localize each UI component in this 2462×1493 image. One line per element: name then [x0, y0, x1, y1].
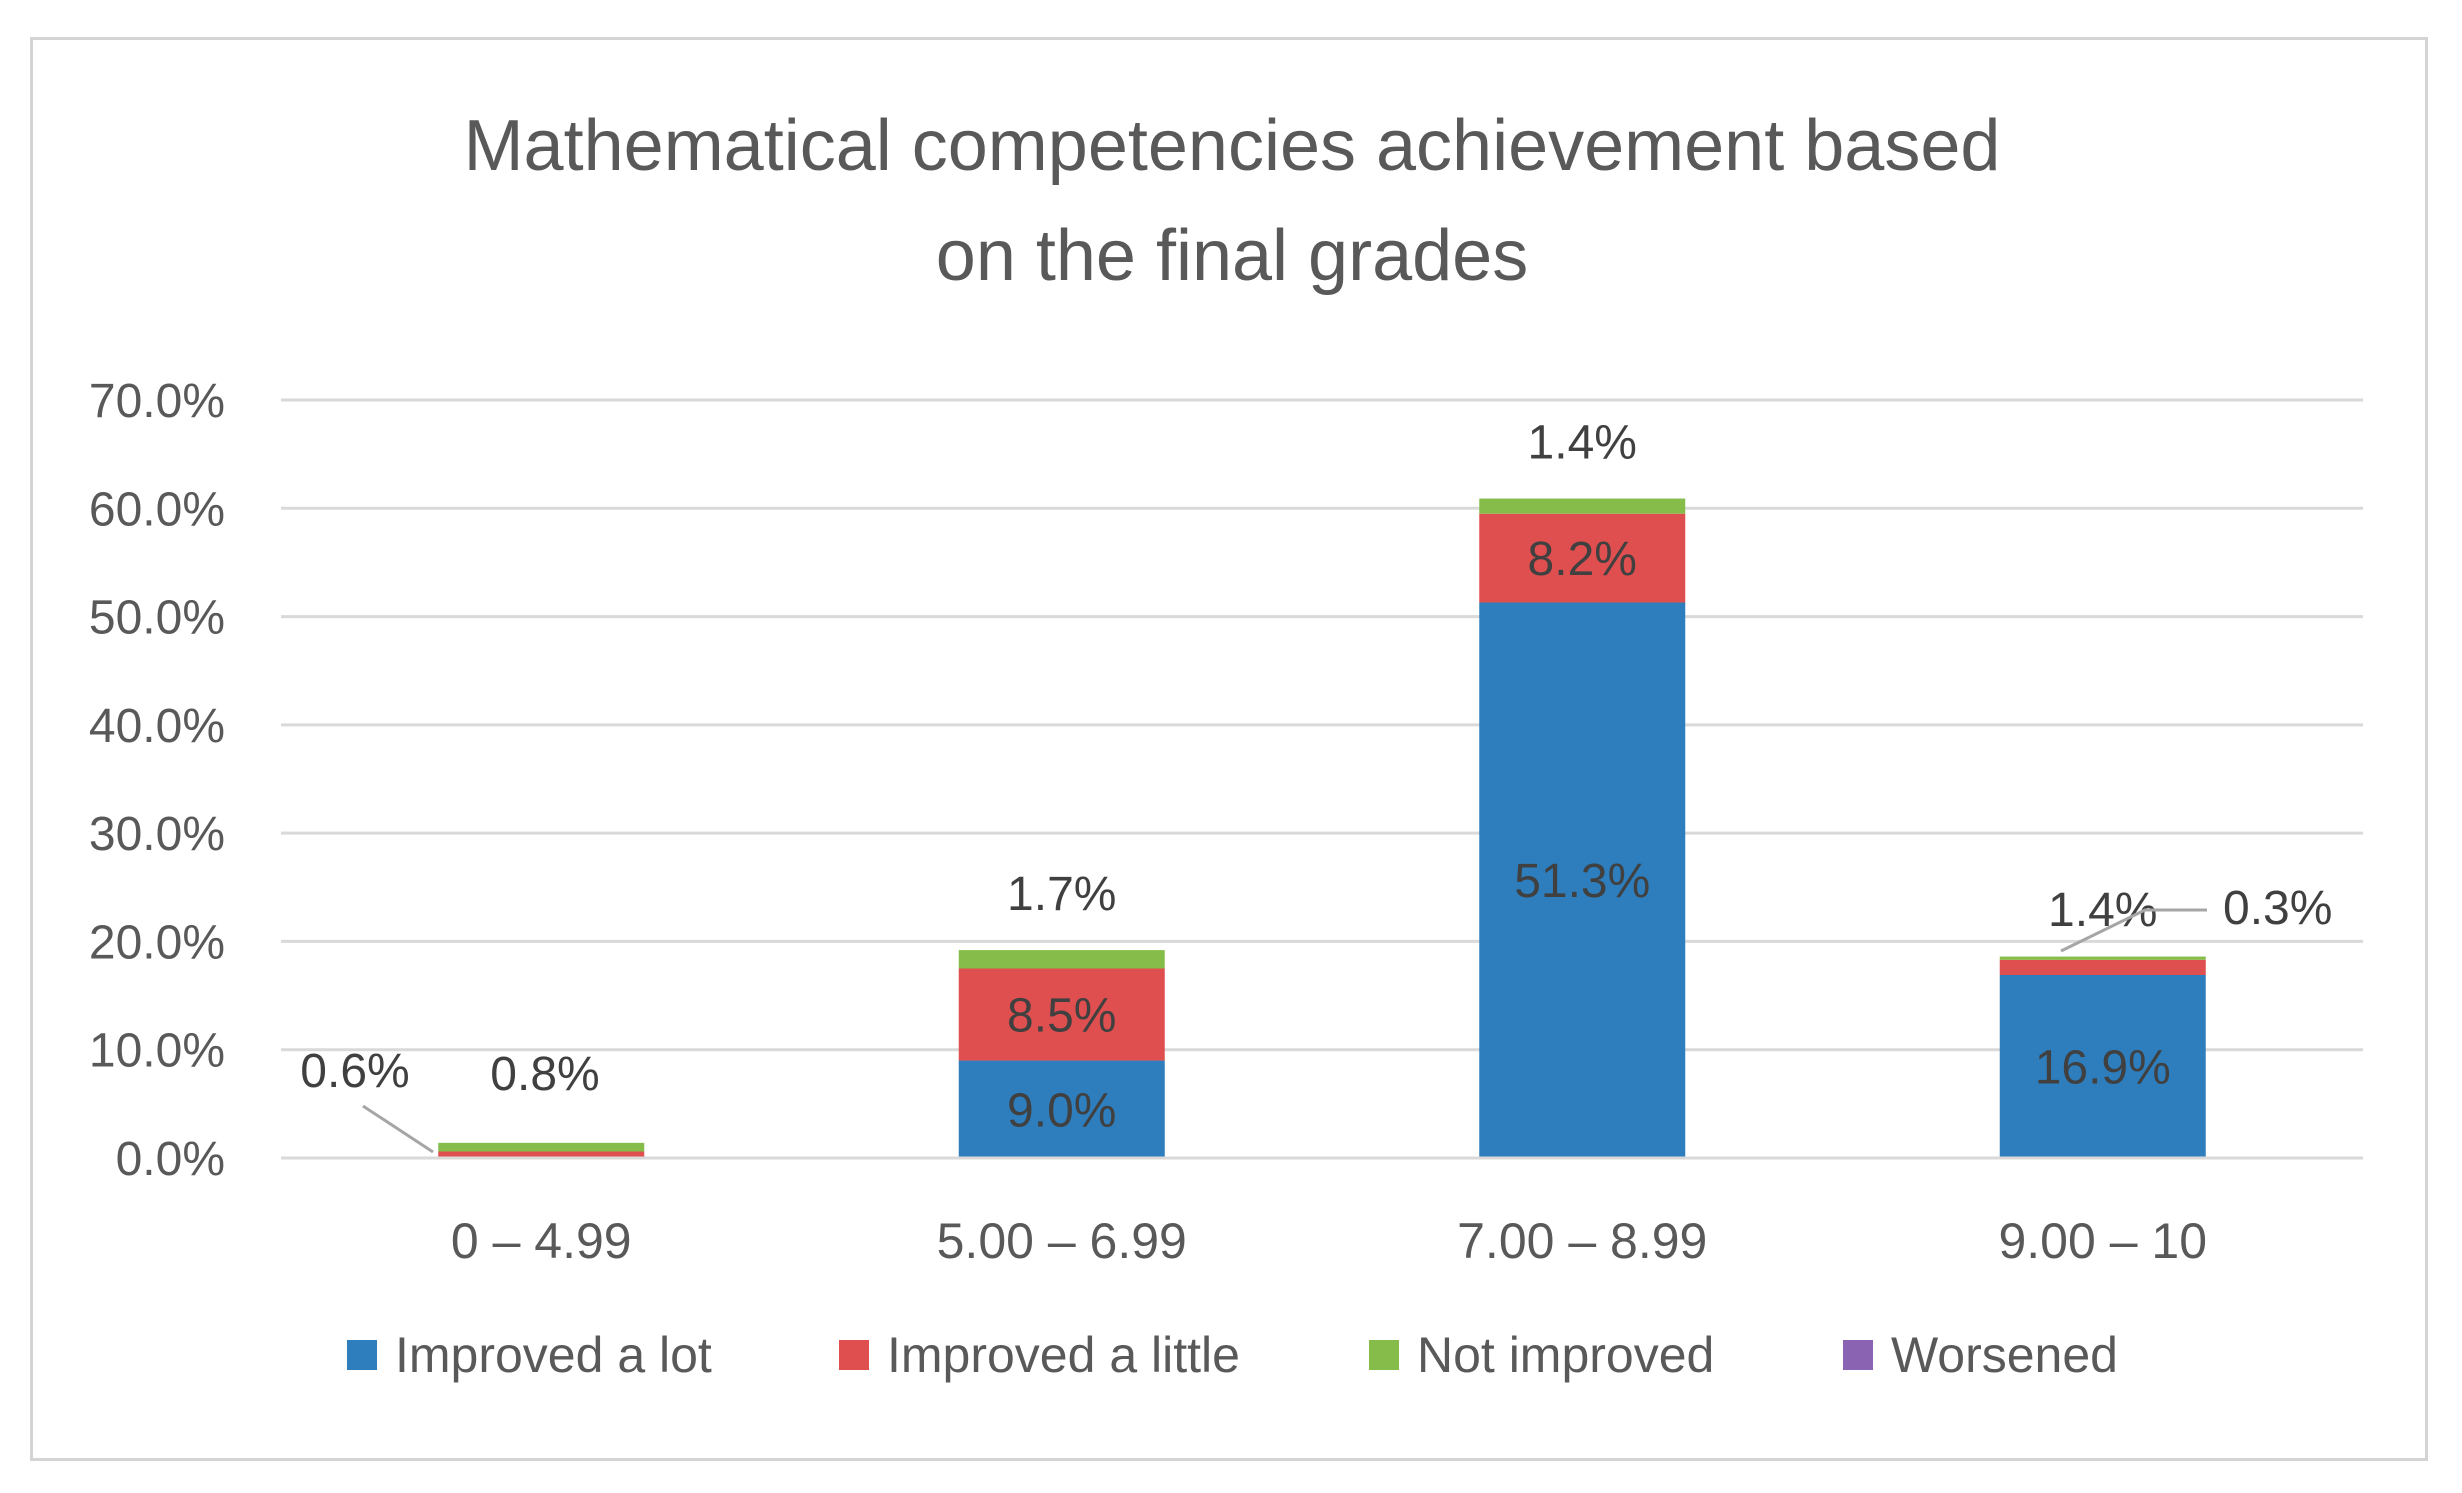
data-label: 8.2% [1528, 533, 1637, 586]
bar-segment-not-improved [1999, 956, 2206, 960]
y-tick-label: 60.0% [89, 483, 225, 536]
chart-svg: Mathematical competencies achievement ba… [89, 106, 2363, 1383]
leader-line [2060, 908, 2207, 953]
legend-label: Worsened [1891, 1327, 2118, 1383]
chart-title-line-2: on the final grades [936, 216, 1528, 296]
bar-segment-improved-a-lot [1479, 602, 1686, 1158]
y-tick-label: 0.0% [116, 1133, 225, 1186]
chart-frame: Mathematical competencies achievement ba… [30, 37, 2428, 1461]
legend-swatch [347, 1340, 377, 1370]
bar-segment-improved-a-little [438, 1151, 645, 1158]
data-labels: 0.6% 0.8% 9.0% 8.5% 1.7% 51.3% 8.2% 1.4% 16.9% 1.… [300, 417, 2332, 1154]
legend-swatch [1369, 1340, 1399, 1370]
data-label: 51.3% [1514, 855, 1650, 908]
bar-segment-not-improved [958, 950, 1165, 969]
bar-segment-not-improved [438, 1142, 645, 1152]
data-label: 8.5% [1007, 990, 1116, 1043]
leader-line [362, 1104, 434, 1154]
legend: Improved a lot Improved a little Not impro… [347, 1327, 2118, 1383]
data-label: 0.3% [2223, 882, 2332, 935]
gridlines [281, 398, 2363, 1052]
x-tick-label: 7.00 – 8.99 [1457, 1213, 1707, 1269]
y-tick-label: 10.0% [89, 1025, 225, 1078]
bar-segment-not-improved [1479, 498, 1686, 514]
y-tick-label: 70.0% [89, 375, 225, 428]
data-label: 0.8% [490, 1048, 599, 1101]
bar-segment-improved-a-lot [1999, 974, 2206, 1158]
chart-title-line-1: Mathematical competencies achievement ba… [464, 106, 2001, 186]
data-label: 9.0% [1007, 1084, 1116, 1137]
axes: 0.0% 10.0% 20.0% 30.0% 40.0% 50.0% 60.0% 70.0% 0… [89, 375, 2363, 1269]
y-tick-label: 30.0% [89, 808, 225, 861]
bars [438, 498, 2206, 1158]
bar-segment-improved-a-little [1479, 513, 1686, 603]
x-tick-label: 0 – 4.99 [451, 1213, 632, 1269]
legend-label: Improved a lot [395, 1327, 712, 1383]
legend-label: Improved a little [887, 1327, 1240, 1383]
y-tick-label: 50.0% [89, 592, 225, 645]
y-tick-label: 20.0% [89, 916, 225, 969]
bar-segment-improved-a-little [958, 968, 1165, 1061]
data-label: 16.9% [2035, 1041, 2171, 1094]
bar-segment-improved-a-little [1999, 959, 2206, 975]
data-label: 1.4% [1528, 417, 1637, 470]
data-label: 1.4% [2048, 884, 2157, 937]
legend-swatch [1843, 1340, 1873, 1370]
x-tick-label: 5.00 – 6.99 [937, 1213, 1187, 1269]
data-label: 0.6% [300, 1045, 409, 1098]
x-tick-label: 9.00 – 10 [1998, 1213, 2207, 1269]
legend-swatch [839, 1340, 869, 1370]
y-tick-label: 40.0% [89, 700, 225, 753]
legend-label: Not improved [1417, 1327, 1714, 1383]
bar-segment-improved-a-lot [958, 1060, 1165, 1158]
data-label: 1.7% [1007, 868, 1116, 921]
